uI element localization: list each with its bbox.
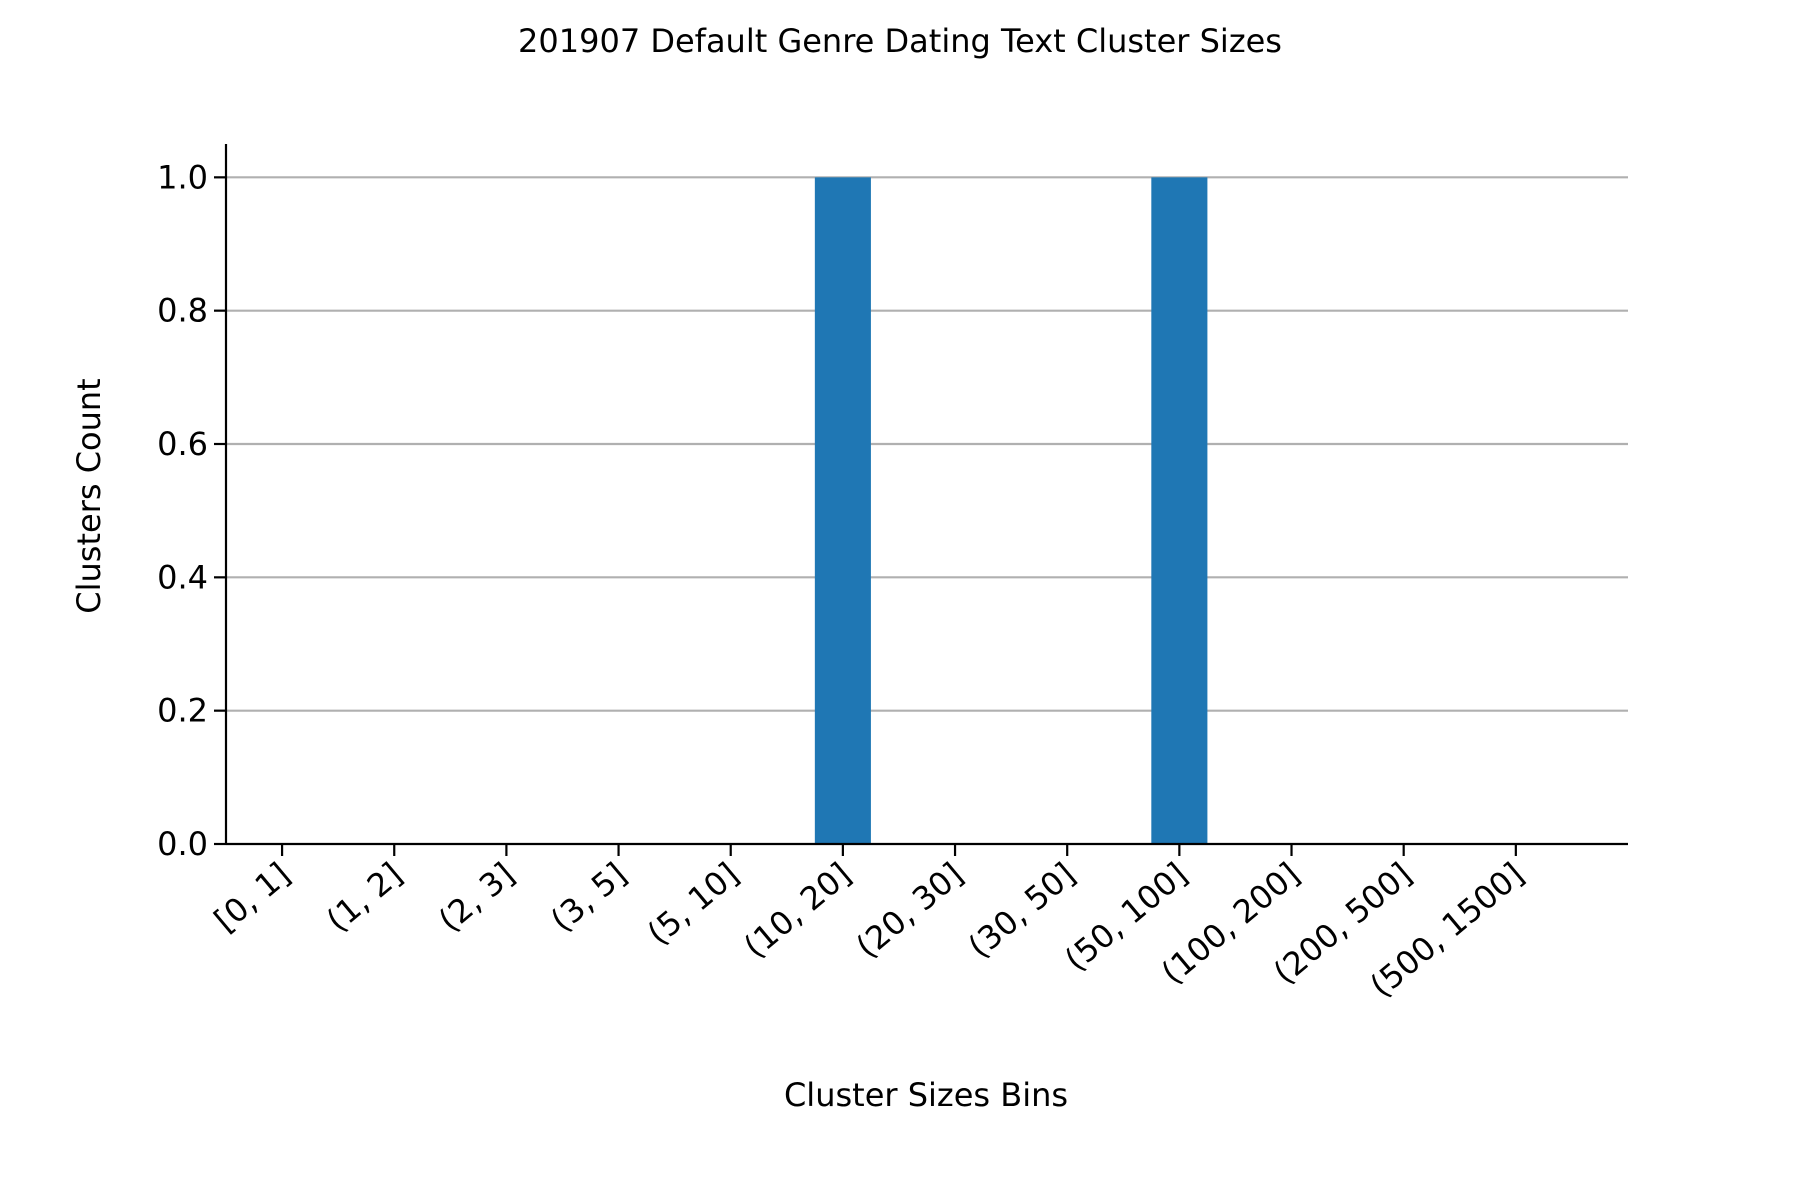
axes xyxy=(214,144,1628,856)
y-tick-label: 0.6 xyxy=(157,425,208,463)
bar xyxy=(814,177,871,845)
x-tick-label: (5, 10] xyxy=(640,855,746,952)
y-tick-label: 0.0 xyxy=(157,825,208,863)
bar xyxy=(1151,177,1208,845)
y-tick-label: 0.8 xyxy=(157,292,208,330)
x-axis-label: Cluster Sizes Bins xyxy=(784,1076,1068,1114)
y-axis-label: Clusters Count xyxy=(70,378,108,613)
x-tick-label: (2, 3] xyxy=(431,855,521,939)
x-tick-label: [0, 1] xyxy=(207,855,297,939)
x-tick-label: (1, 2] xyxy=(319,855,409,939)
chart-title: 201907 Default Genre Dating Text Cluster… xyxy=(518,22,1282,60)
y-tick-label: 0.4 xyxy=(157,558,208,596)
y-tick-label: 1.0 xyxy=(157,158,208,196)
x-tick-label: (20, 30] xyxy=(849,855,971,966)
x-tick-label: (3, 5] xyxy=(543,855,633,939)
x-tick-labels: [0, 1] (1, 2] (2, 3] (3, 5] (5, 10](10, 20](… xyxy=(207,855,1531,1005)
x-tick-label: (10, 20] xyxy=(737,855,859,966)
y-tick-labels: 0.0 0.2 0.4 0.6 0.8 1.0 xyxy=(157,158,208,863)
bars xyxy=(814,177,1208,845)
grid-lines xyxy=(226,176,1628,712)
y-tick-label: 0.2 xyxy=(157,692,208,730)
